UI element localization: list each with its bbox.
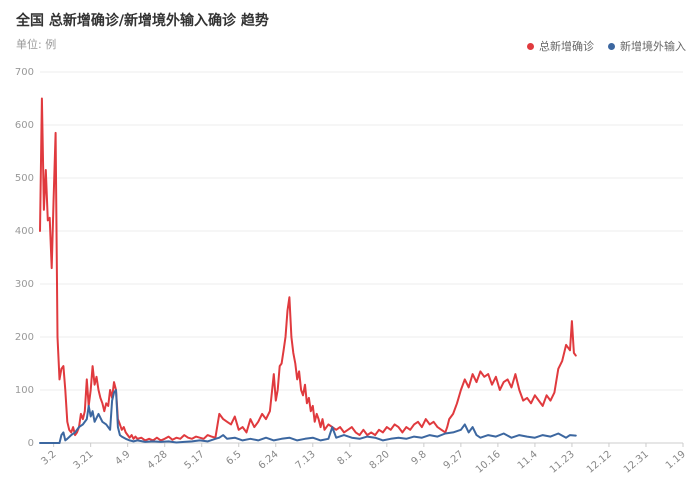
y-tick-label: 600 [15,120,34,131]
x-tick-label: 7.13 [294,449,318,472]
legend-item-imported[interactable]: 新增境外输入 [608,38,686,54]
x-tick-label: 4.9 [113,449,132,468]
x-tick-label: 3.2 [39,449,58,468]
legend-label-imported: 新增境外输入 [620,40,686,53]
series-line-imported [39,389,577,444]
chart-title: 全国 总新增确诊/新增境外输入确诊 趋势 [16,13,269,29]
x-tick-label: 12.31 [622,449,651,476]
legend-dot-imported [608,42,615,50]
y-tick-label: 400 [15,226,34,237]
legend-dot-total [527,42,534,50]
unit-label: 单位: 例 [16,38,57,51]
x-tick-label: 6.5 [224,449,243,468]
x-tick-label: 8.1 [335,449,354,468]
y-tick-label: 100 [15,385,34,396]
x-tick-label: 11.23 [548,449,577,476]
y-tick-label: 500 [15,173,34,184]
x-tick-label: 1.19 [664,449,688,472]
x-tick-label: 6.24 [257,449,281,472]
legend: 总新增确诊 新增境外输入 [527,38,686,54]
x-tick-label: 11.4 [516,449,540,472]
legend-item-total[interactable]: 总新增确诊 [527,38,594,54]
y-tick-label: 700 [15,67,34,78]
x-tick-label: 8.20 [368,449,392,472]
x-tick-label: 9.27 [442,449,466,472]
y-tick-label: 200 [15,332,34,343]
y-tick-label: 300 [15,279,34,290]
x-tick-label: 4.28 [146,449,170,472]
x-tick-label: 12.12 [585,449,614,476]
x-tick-label: 10.16 [474,449,503,476]
legend-label-total: 总新增确诊 [539,40,594,53]
y-tick-label: 0 [28,438,34,449]
x-tick-label: 3.21 [71,449,95,472]
x-tick-label: 9.8 [410,449,429,468]
x-tick-label: 5.17 [183,449,207,472]
series-line-total [39,97,577,442]
